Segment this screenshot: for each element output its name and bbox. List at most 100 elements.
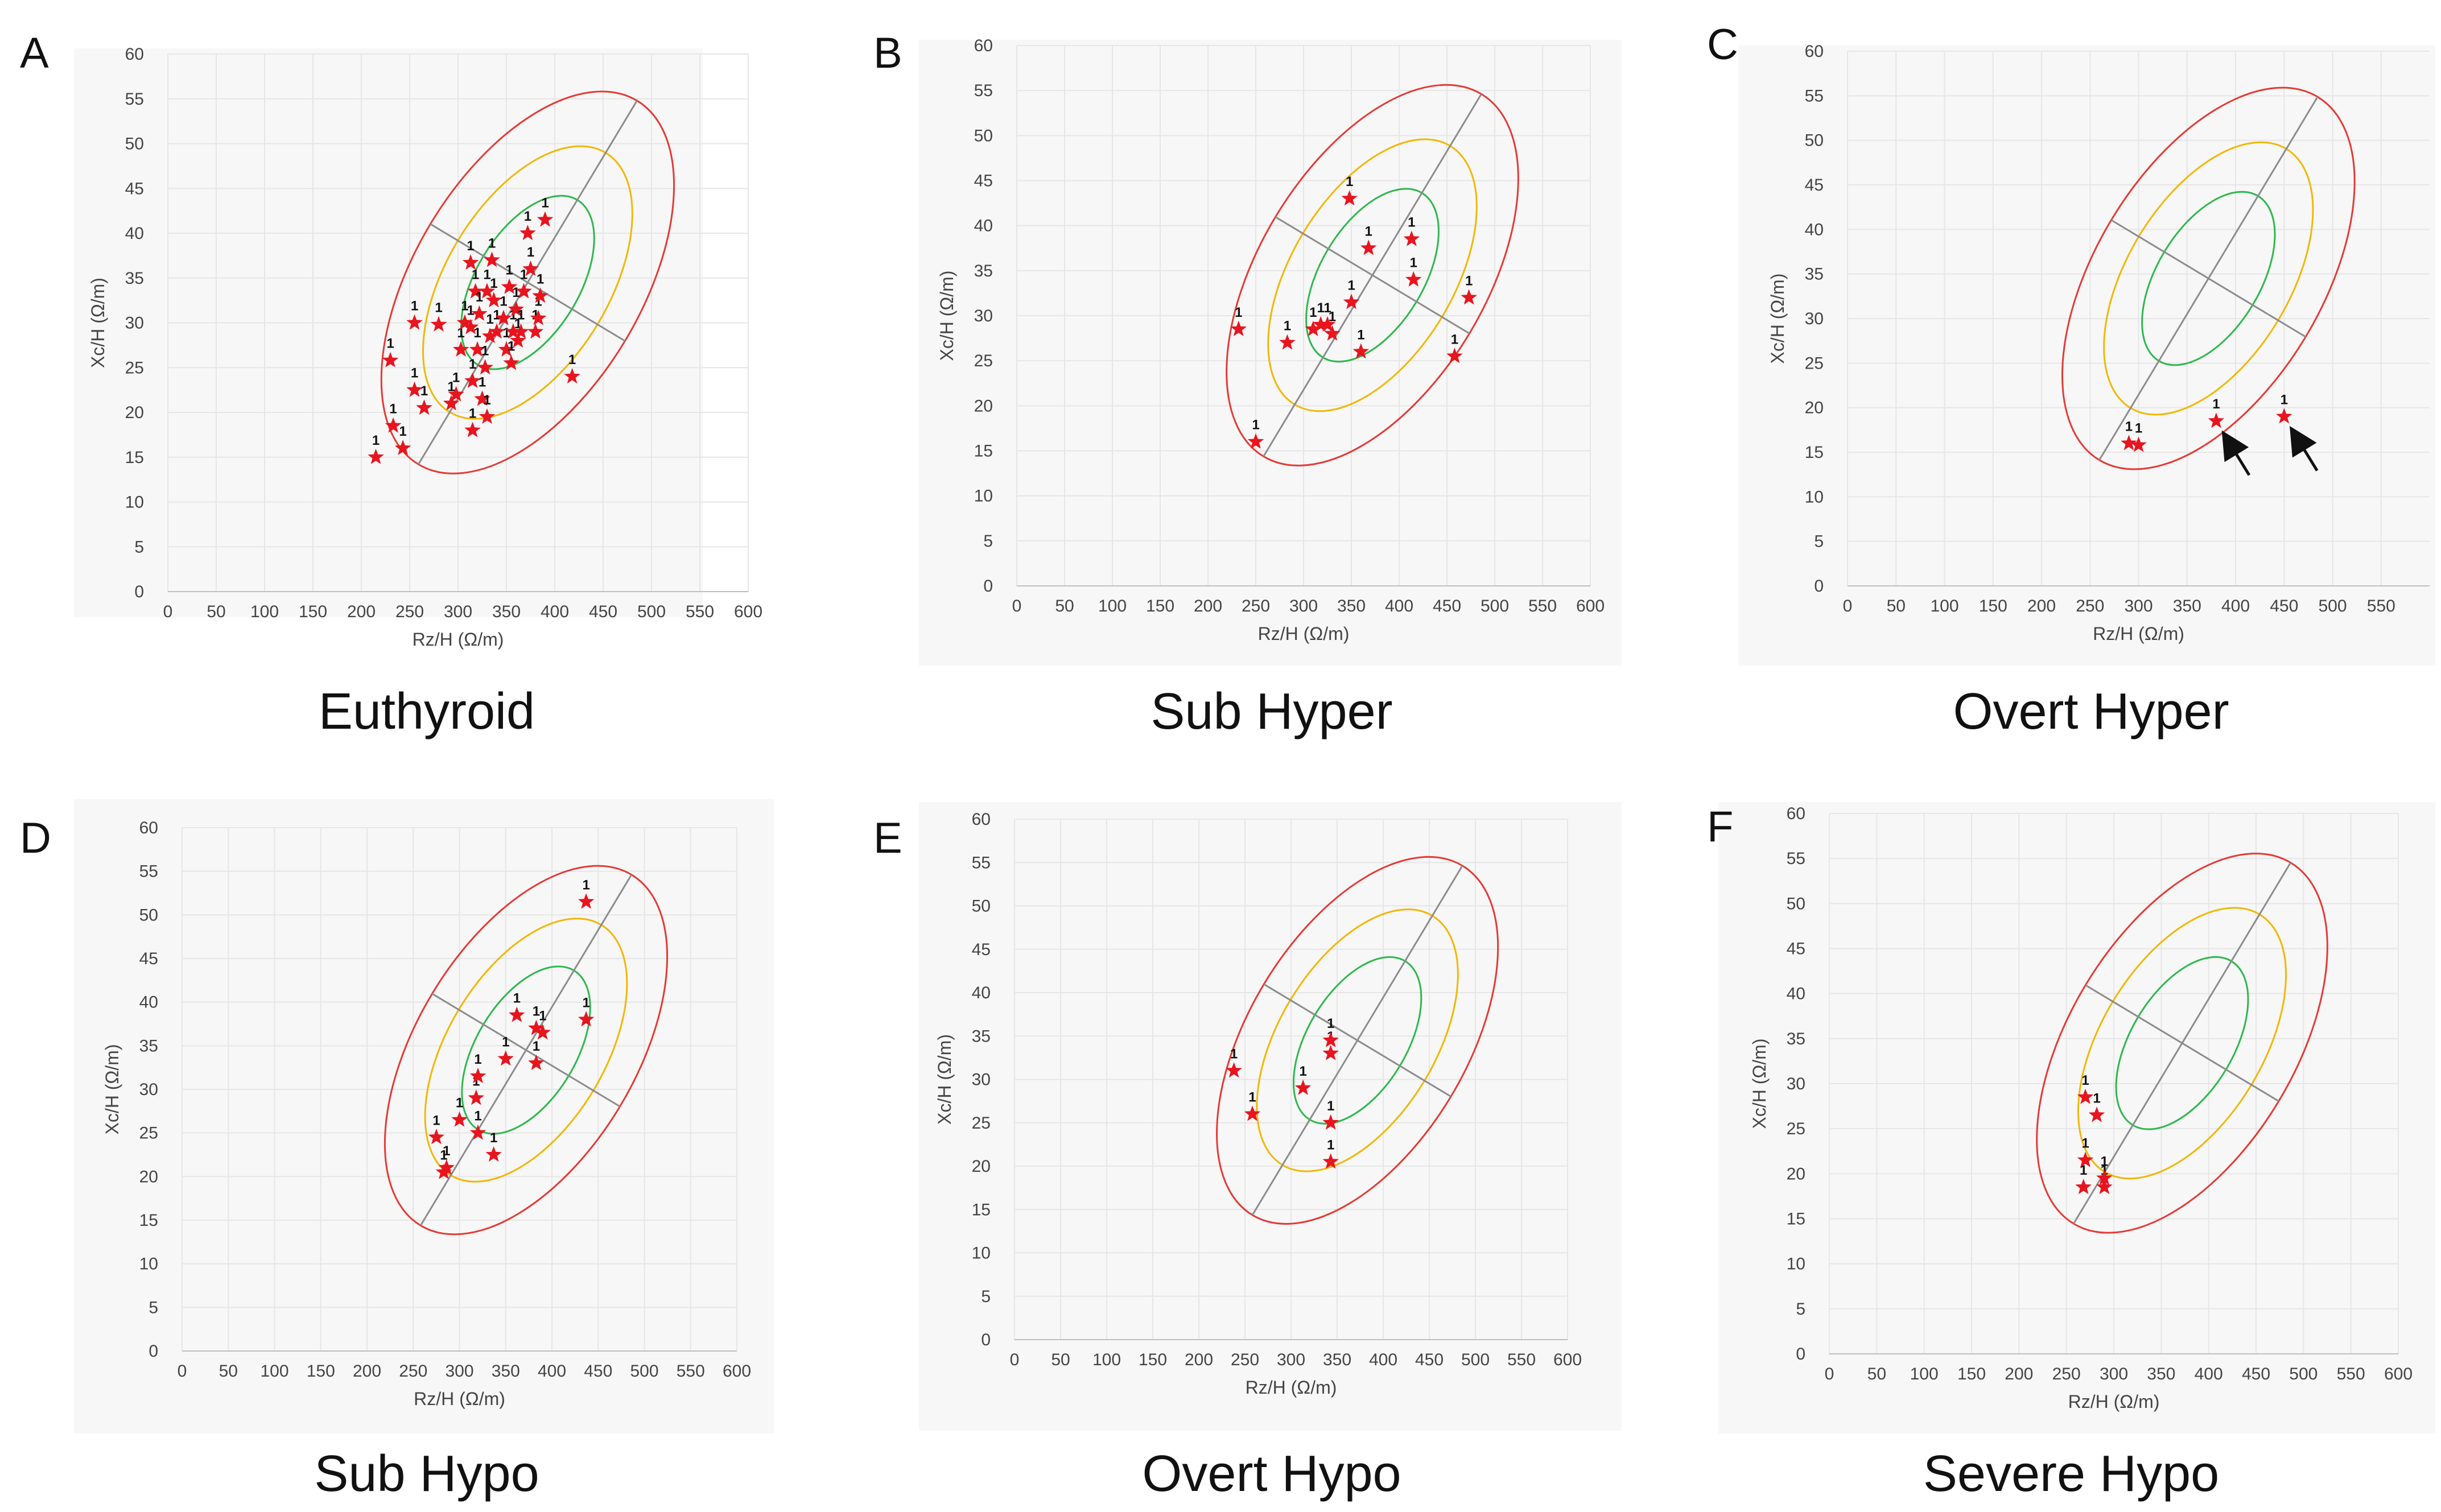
y-tick-label: 30	[125, 314, 144, 333]
data-point-star	[2208, 412, 2225, 428]
data-point-label: 1	[490, 1130, 497, 1146]
x-tick-label: 0	[1010, 1350, 1020, 1369]
data-point-label: 1	[2081, 1136, 2089, 1151]
x-tick-label: 550	[1507, 1350, 1536, 1369]
y-tick-label: 25	[974, 352, 993, 370]
data-point-label: 1	[440, 1148, 447, 1163]
data-point-star	[1244, 1105, 1261, 1121]
panel-f-chart: 0 50 100 150 200 250 300 350 400 450 500 550 6000510…	[1718, 802, 2435, 1433]
data-point-star	[406, 381, 423, 397]
data-point-star	[1322, 1044, 1339, 1060]
x-tick-label: 500	[630, 1362, 658, 1381]
y-tick-label: 50	[1787, 894, 1805, 913]
data-point-star	[1279, 334, 1296, 350]
x-tick-label: 50	[1887, 597, 1906, 615]
data-point-label: 1	[1347, 278, 1355, 293]
y-axis-label: Xc/H (Ω/m)	[1767, 273, 1788, 363]
data-point-star	[510, 332, 526, 348]
tolerance-ellipses	[1216, 856, 1499, 1225]
y-tick-label: 35	[125, 269, 144, 288]
data-point-label: 1	[1248, 1090, 1256, 1105]
y-tick-label: 15	[974, 442, 993, 461]
x-tick-label: 250	[2052, 1365, 2081, 1383]
data-point-label: 1	[1317, 300, 1325, 316]
tolerance-ellipses	[2036, 852, 2328, 1234]
x-tick-label: 350	[1337, 597, 1366, 615]
data-point-label: 1	[456, 1096, 463, 1111]
x-tick-label: 150	[1139, 1350, 1167, 1369]
data-point-star	[1322, 1031, 1339, 1047]
x-tick-label: 250	[395, 602, 424, 621]
data-point-star	[481, 328, 498, 344]
minor-axis-line	[1275, 216, 1470, 334]
panel-caption-f: Severe Hypo	[1923, 1445, 2220, 1502]
data-point-star	[382, 352, 399, 367]
data-point-label: 1	[512, 285, 519, 300]
data-point-star	[416, 399, 432, 415]
panel-letter-d: D	[20, 814, 51, 862]
data-point-star	[485, 1146, 502, 1162]
panel-caption-c: Overt Hyper	[1953, 683, 2229, 740]
data-point-star	[1461, 289, 1477, 305]
arrow-annotation	[2290, 425, 2319, 472]
data-point-star	[430, 316, 447, 332]
x-tick-label: 350	[492, 602, 521, 621]
x-tick-label: 500	[1481, 597, 1509, 615]
data-point-label: 1	[472, 267, 479, 282]
data-point-label: 1	[533, 1039, 540, 1054]
y-tick-label: 45	[1805, 176, 1824, 195]
y-tick-label: 20	[125, 403, 144, 422]
x-tick-label: 200	[353, 1362, 381, 1381]
x-tick-label: 50	[1051, 1350, 1070, 1369]
data-point-label: 1	[399, 424, 406, 439]
data-point-label: 1	[1357, 327, 1364, 342]
data-point-label: 1	[435, 300, 442, 316]
x-tick-label: 550	[2367, 597, 2395, 615]
y-tick-label: 25	[1805, 354, 1824, 373]
y-tick-label: 25	[1787, 1119, 1805, 1138]
data-point-star	[498, 341, 515, 357]
x-tick-label: 500	[2289, 1365, 2318, 1383]
data-point-star	[505, 323, 522, 339]
data-point-label: 1	[1327, 1016, 1334, 1031]
panel-letter-c: C	[1707, 20, 1738, 69]
y-tick-label: 0	[134, 583, 144, 601]
x-tick-label: 50	[219, 1362, 238, 1381]
y-tick-label: 15	[972, 1200, 991, 1219]
x-axis-label: Rz/H (Ω/m)	[1258, 623, 1350, 644]
data-point-star	[428, 1129, 445, 1145]
data-point-star	[452, 341, 469, 357]
data-point-star	[522, 261, 539, 276]
data-point-label: 1	[1346, 174, 1353, 189]
plot-background	[1738, 46, 2435, 666]
data-point-label: 1	[452, 370, 460, 386]
x-tick-label: 200	[1194, 597, 1222, 615]
minor-axis-line	[2085, 984, 2279, 1102]
data-point-label: 1	[2281, 392, 2288, 407]
x-tick-label: 250	[399, 1362, 427, 1381]
data-point-star	[1353, 343, 1370, 359]
data-point-label: 1	[467, 238, 474, 254]
tolerance-ellipses	[380, 90, 675, 474]
panel-caption-a: Euthyroid	[318, 683, 535, 740]
data-point-label: 1	[520, 267, 527, 282]
x-tick-label: 600	[1553, 1350, 1582, 1369]
panel-letter-f: F	[1707, 803, 1734, 851]
data-point-star	[1343, 294, 1360, 309]
y-tick-label: 5	[981, 1287, 991, 1306]
data-point-label: 1	[541, 195, 549, 210]
y-tick-label: 60	[974, 36, 993, 55]
data-point-star	[1313, 316, 1329, 332]
data-point-star	[497, 1050, 514, 1066]
x-tick-label: 450	[1433, 597, 1461, 615]
data-point-label: 1	[461, 299, 468, 314]
x-tick-label: 100	[260, 1362, 288, 1381]
x-tick-label: 200	[1185, 1350, 1213, 1369]
y-tick-label: 5	[1796, 1300, 1805, 1319]
data-point-star	[2130, 436, 2147, 452]
x-tick-label: 250	[2076, 597, 2104, 615]
data-point-label: 1	[469, 406, 476, 422]
y-tick-label: 50	[1805, 131, 1824, 150]
data-point-star	[2096, 1170, 2113, 1185]
data-point-star	[469, 341, 486, 357]
